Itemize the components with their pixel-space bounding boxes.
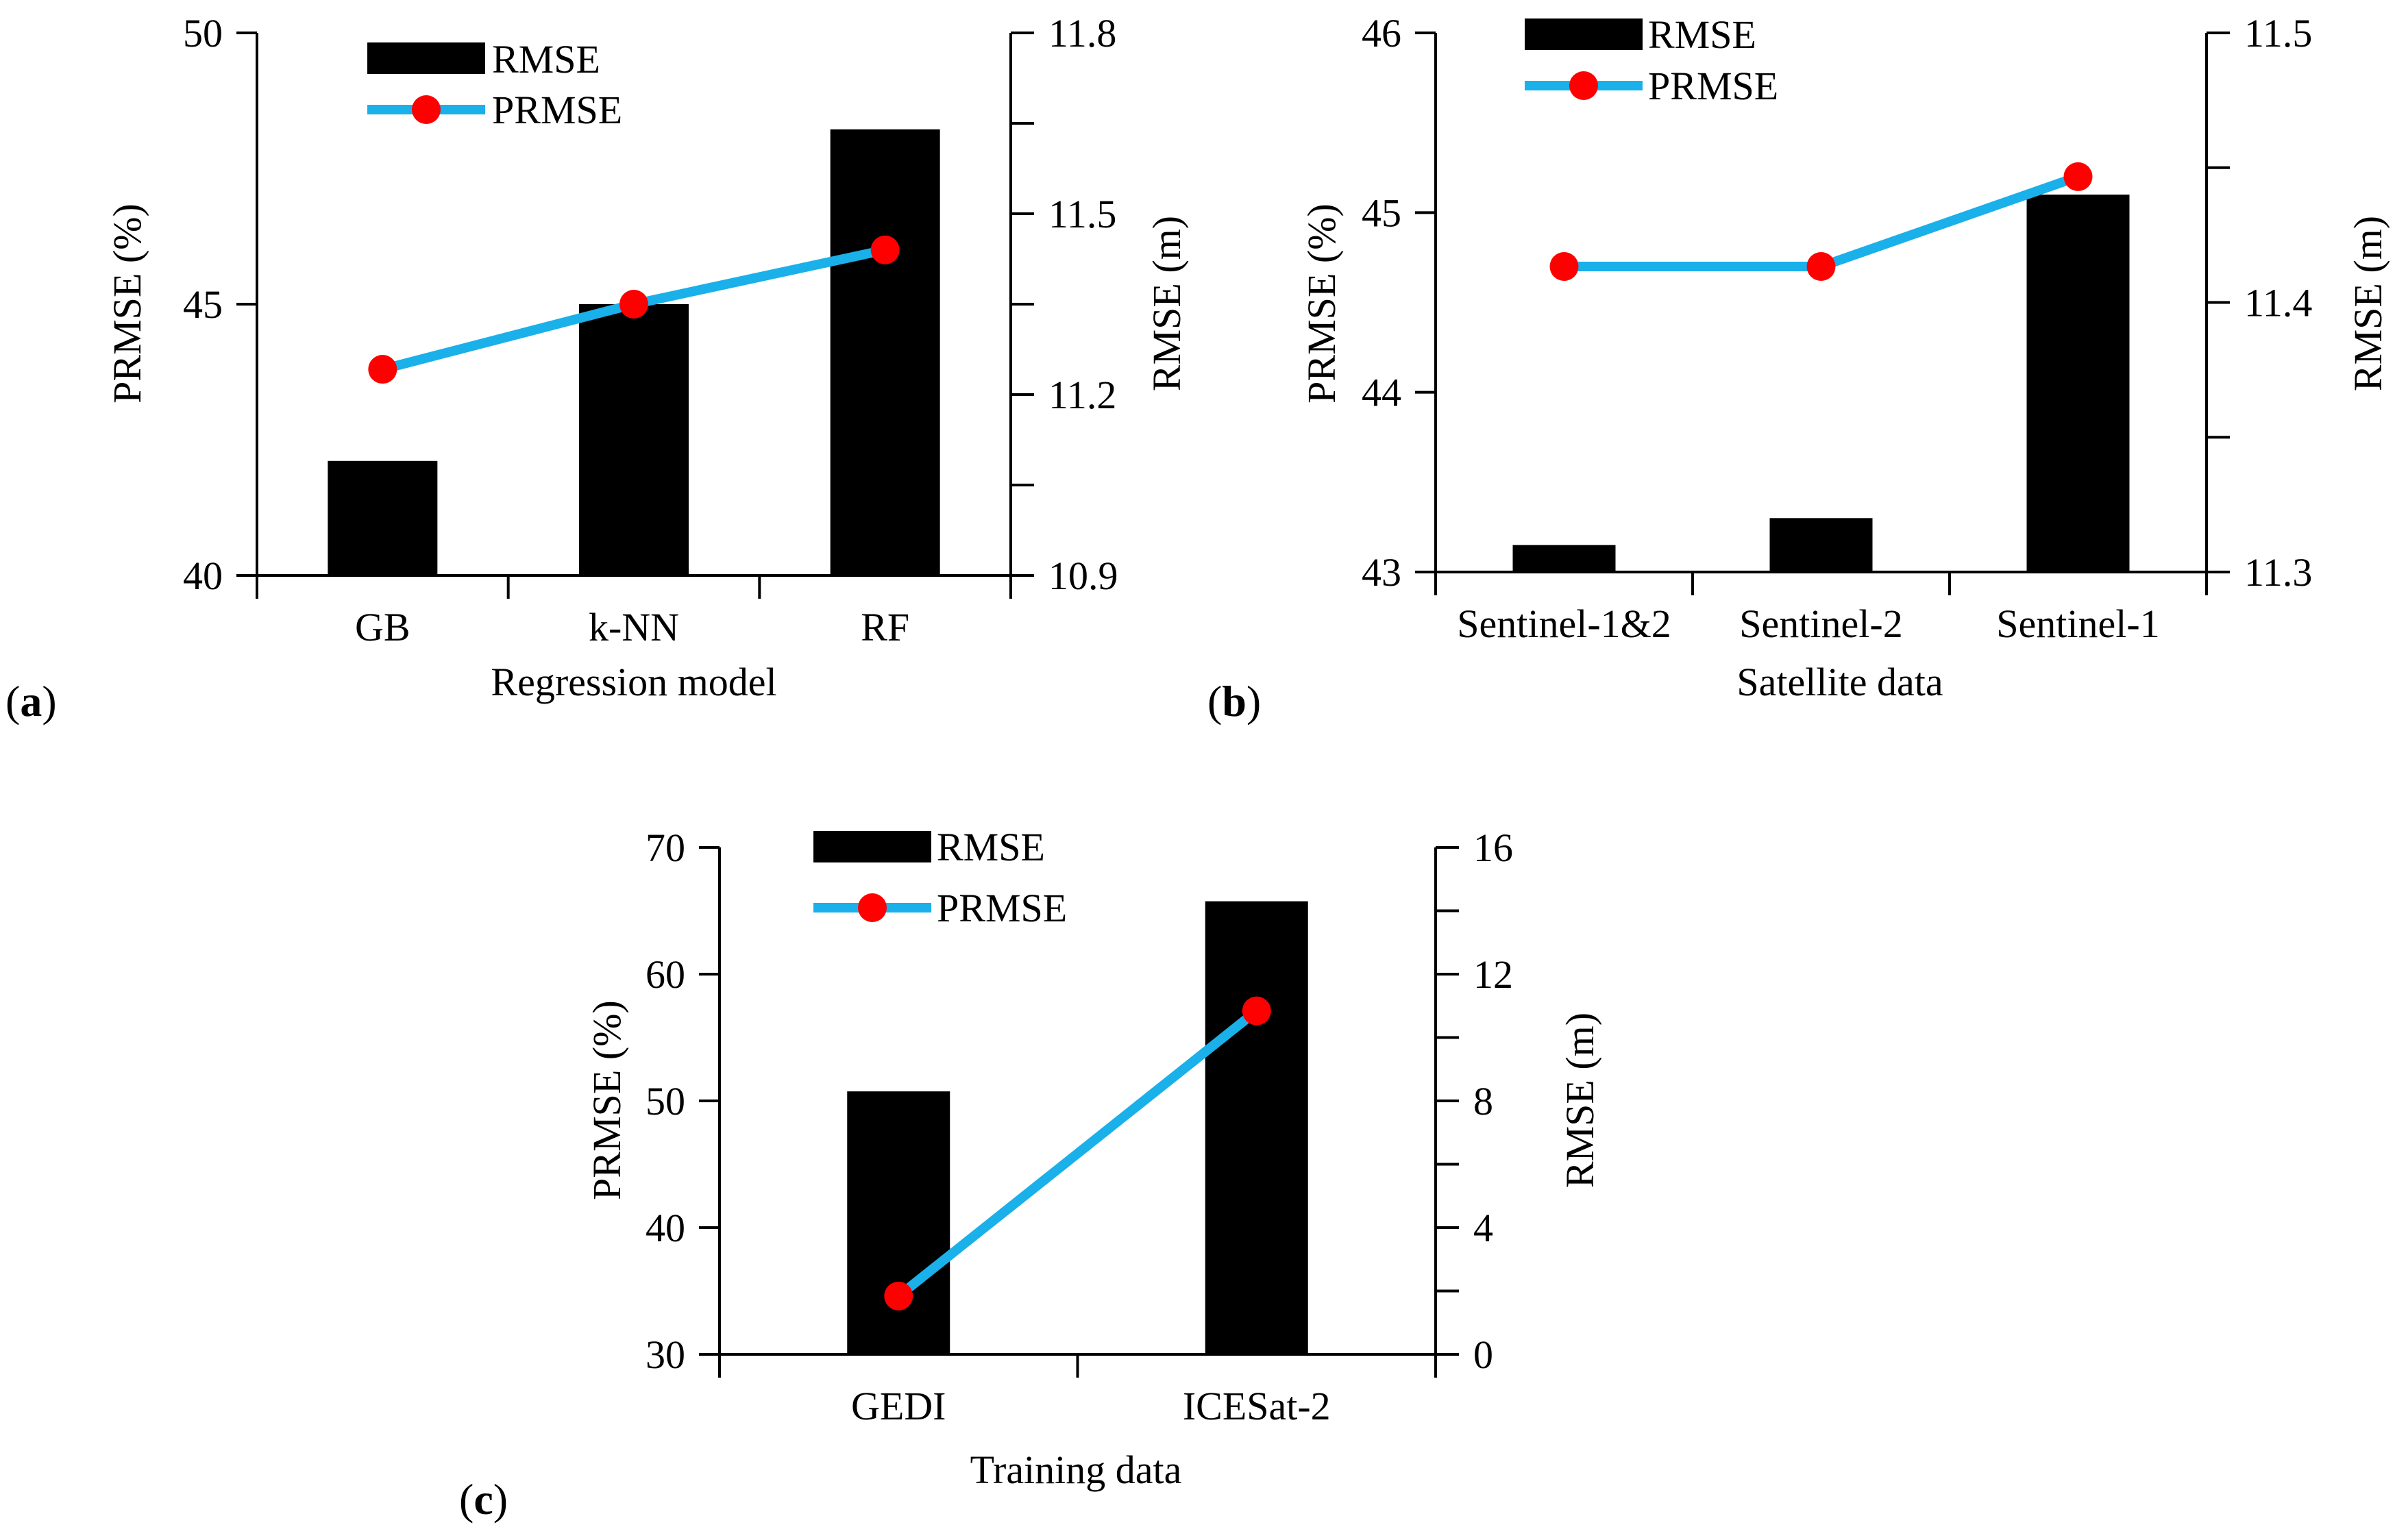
legend-rmse-swatch bbox=[813, 831, 931, 862]
right-y-tick-label: 11.5 bbox=[1048, 192, 1116, 236]
panel-b-y-axis-label: PRMSE (%) bbox=[1299, 203, 1344, 403]
prmse-marker bbox=[1549, 252, 1579, 282]
panel-b-bars bbox=[1512, 195, 2130, 573]
panel-c-y-axis-label: PRMSE (%) bbox=[585, 1000, 629, 1200]
panel-b: 43 44 45 46 11.3 11.4 11.5 Sentinel-1&2 Sentinel… bbox=[1207, 11, 2390, 725]
prmse-marker bbox=[1242, 996, 1271, 1026]
panel-c-x-axis-label: Training data bbox=[970, 1448, 1182, 1492]
legend-prmse-marker bbox=[858, 893, 887, 922]
panel-a-label: (a) bbox=[5, 677, 57, 725]
legend-prmse-label: PRMSE bbox=[1648, 64, 1778, 108]
x-category-label: Sentinel-1 bbox=[1996, 601, 2159, 646]
panel-b-x-axis-label: Satellite data bbox=[1736, 660, 1943, 704]
prmse-marker bbox=[884, 1281, 913, 1311]
panel-c-prmse-line bbox=[884, 996, 1271, 1311]
panel-a-y2-axis-label: RMSE (m) bbox=[1144, 216, 1189, 391]
rmse-bar bbox=[328, 460, 438, 575]
prmse-marker bbox=[2063, 162, 2093, 191]
rmse-bar bbox=[1512, 545, 1616, 572]
right-y-tick-label: 8 bbox=[1473, 1079, 1493, 1123]
panel-a-bars bbox=[328, 129, 940, 576]
panel-a: 40 45 50 10.9 11.2 11.5 11.8 GB k-NN RF RMSE PRMS… bbox=[5, 11, 1189, 725]
right-y-tick-label: 11.3 bbox=[2244, 550, 2312, 595]
left-y-tick-label: 44 bbox=[1362, 371, 1401, 415]
panel-c-legend: RMSE PRMSE bbox=[813, 825, 1067, 930]
left-y-tick-label: 46 bbox=[1362, 11, 1401, 55]
right-y-tick-label: 16 bbox=[1473, 825, 1513, 870]
prmse-line bbox=[895, 1007, 1260, 1300]
right-y-tick-label: 11.8 bbox=[1048, 11, 1116, 55]
x-category-label: GEDI bbox=[851, 1384, 946, 1428]
x-category-label: k-NN bbox=[589, 605, 679, 649]
right-y-tick-label: 11.4 bbox=[2244, 281, 2312, 325]
left-y-tick-label: 40 bbox=[646, 1206, 685, 1250]
panel-b-y2-axis-label: RMSE (m) bbox=[2346, 216, 2390, 391]
panel-c-y2-axis-label: RMSE (m) bbox=[1558, 1013, 1602, 1188]
legend-prmse-marker bbox=[412, 95, 441, 124]
right-y-tick-label: 11.5 bbox=[2244, 11, 2312, 55]
panel-b-label: (b) bbox=[1207, 677, 1261, 725]
prmse-marker bbox=[619, 290, 648, 319]
legend-rmse-label: RMSE bbox=[1648, 12, 1756, 57]
right-y-tick-label: 10.9 bbox=[1048, 554, 1118, 598]
panel-b-prmse-line bbox=[1549, 162, 2093, 282]
legend-rmse-swatch bbox=[367, 42, 485, 74]
legend-prmse-label: PRMSE bbox=[937, 886, 1067, 930]
x-category-label: Sentinel-2 bbox=[1739, 601, 1902, 646]
left-y-tick-label: 70 bbox=[646, 825, 685, 870]
right-y-tick-label: 4 bbox=[1473, 1206, 1493, 1250]
panel-c: 30 40 50 60 70 0 4 8 12 16 GEDI ICESat-2 RMSE PRMSE… bbox=[459, 825, 1602, 1524]
left-y-tick-label: 50 bbox=[183, 11, 223, 55]
panel-c-axes bbox=[718, 847, 1437, 1378]
panel-a-legend: RMSE PRMSE bbox=[367, 37, 622, 132]
panel-c-bars bbox=[847, 901, 1308, 1354]
panel-a-y-axis-label: PRMSE (%) bbox=[105, 203, 149, 403]
panel-c-label: (c) bbox=[459, 1475, 508, 1524]
prmse-marker bbox=[870, 235, 900, 264]
legend-rmse-swatch bbox=[1525, 18, 1643, 50]
rmse-bar bbox=[847, 1091, 950, 1354]
left-y-tick-label: 40 bbox=[183, 554, 223, 598]
left-y-tick-label: 30 bbox=[646, 1332, 685, 1377]
panel-a-ticks: 40 45 50 10.9 11.2 11.5 11.8 GB k-NN RF bbox=[183, 11, 1118, 649]
panel-a-x-axis-label: Regression model bbox=[491, 660, 776, 704]
x-category-label: GB bbox=[355, 605, 410, 649]
left-y-tick-label: 60 bbox=[646, 952, 685, 997]
panel-c-ticks: 30 40 50 60 70 0 4 8 12 16 GEDI ICESat-2 bbox=[646, 825, 1513, 1428]
rmse-bar bbox=[2026, 195, 2130, 573]
legend-rmse-label: RMSE bbox=[492, 37, 600, 82]
right-y-tick-label: 11.2 bbox=[1048, 373, 1116, 417]
left-y-tick-label: 45 bbox=[1362, 190, 1401, 235]
panel-b-ticks: 43 44 45 46 11.3 11.4 11.5 Sentinel-1&2 Sentinel… bbox=[1362, 11, 2312, 646]
panel-a-prmse-line bbox=[368, 235, 900, 384]
rmse-bar bbox=[579, 304, 689, 575]
legend-rmse-label: RMSE bbox=[937, 825, 1045, 869]
legend-prmse-label: PRMSE bbox=[492, 88, 622, 132]
rmse-bar bbox=[1769, 518, 1873, 572]
rmse-bar bbox=[1205, 901, 1308, 1354]
left-y-tick-label: 45 bbox=[183, 282, 223, 327]
rmse-bar bbox=[830, 129, 940, 576]
right-y-tick-label: 12 bbox=[1473, 952, 1513, 997]
x-category-label: ICESat-2 bbox=[1183, 1384, 1331, 1428]
prmse-marker bbox=[368, 355, 397, 384]
left-y-tick-label: 43 bbox=[1362, 550, 1401, 595]
legend-prmse-marker bbox=[1569, 71, 1598, 100]
x-category-label: RF bbox=[861, 605, 909, 649]
panel-b-legend: RMSE PRMSE bbox=[1525, 12, 1778, 108]
left-y-tick-label: 50 bbox=[646, 1079, 685, 1123]
x-category-label: Sentinel-1&2 bbox=[1457, 601, 1671, 646]
prmse-marker bbox=[1806, 252, 1836, 282]
right-y-tick-label: 0 bbox=[1473, 1332, 1493, 1377]
